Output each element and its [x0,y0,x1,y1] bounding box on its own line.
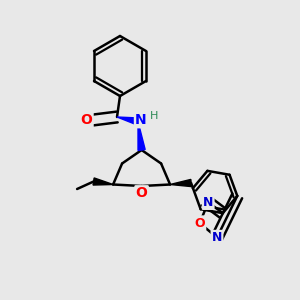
Text: O: O [80,113,92,127]
Text: N: N [212,231,222,244]
Text: O: O [136,187,148,200]
Text: O: O [194,217,205,230]
Polygon shape [93,178,113,185]
Text: N: N [203,196,213,209]
Polygon shape [117,117,139,125]
Polygon shape [138,122,145,151]
Text: H: H [150,111,159,121]
Polygon shape [170,179,191,187]
Text: N: N [135,113,147,127]
